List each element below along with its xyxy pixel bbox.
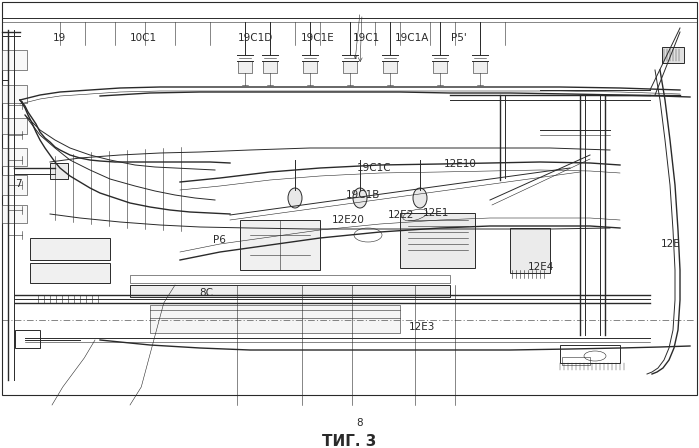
Bar bbox=[150, 305, 400, 333]
Bar bbox=[2, 175, 27, 195]
Bar bbox=[303, 61, 317, 73]
Text: 10C1: 10C1 bbox=[129, 33, 157, 43]
Bar bbox=[473, 61, 487, 73]
Bar bbox=[2, 205, 27, 223]
Bar bbox=[2, 85, 27, 103]
Text: 7: 7 bbox=[15, 179, 22, 189]
Bar bbox=[15, 330, 40, 348]
Text: 19C1D: 19C1D bbox=[238, 33, 273, 43]
Bar bbox=[263, 61, 277, 73]
Bar bbox=[130, 285, 450, 297]
Text: 12E: 12E bbox=[661, 239, 680, 249]
Text: P5': P5' bbox=[451, 33, 467, 43]
Bar bbox=[2, 118, 27, 134]
Bar bbox=[383, 61, 397, 73]
Text: 12E10: 12E10 bbox=[444, 159, 477, 168]
Text: 12E20: 12E20 bbox=[332, 215, 365, 224]
Text: 19: 19 bbox=[52, 33, 66, 43]
Text: ΤИГ. 3: ΤИГ. 3 bbox=[322, 434, 377, 448]
Text: 8: 8 bbox=[356, 418, 363, 428]
Text: 19C1: 19C1 bbox=[353, 33, 380, 43]
Text: 19C1B: 19C1B bbox=[346, 190, 380, 200]
Ellipse shape bbox=[353, 188, 367, 208]
Bar bbox=[400, 213, 475, 268]
Bar bbox=[2, 50, 27, 70]
Text: 19C1C: 19C1C bbox=[356, 163, 391, 173]
Bar bbox=[50, 163, 68, 179]
Bar bbox=[240, 220, 320, 270]
Text: 19C1A: 19C1A bbox=[395, 33, 429, 43]
Bar bbox=[2, 2, 697, 395]
Bar bbox=[2, 148, 27, 166]
Bar bbox=[560, 345, 620, 363]
Ellipse shape bbox=[288, 188, 302, 208]
Bar bbox=[562, 357, 590, 365]
Bar bbox=[30, 263, 110, 283]
Bar bbox=[30, 238, 110, 260]
Text: 12E3: 12E3 bbox=[409, 322, 435, 332]
Text: 12E1: 12E1 bbox=[423, 208, 449, 218]
Ellipse shape bbox=[413, 188, 427, 208]
Text: 19C1E: 19C1E bbox=[301, 33, 334, 43]
Bar bbox=[343, 61, 357, 73]
Bar bbox=[238, 61, 252, 73]
Bar bbox=[433, 61, 447, 73]
Text: 8C: 8C bbox=[199, 289, 213, 298]
Text: 12E2: 12E2 bbox=[388, 210, 415, 220]
Bar bbox=[662, 47, 684, 63]
Bar bbox=[130, 275, 450, 283]
Text: 12E4: 12E4 bbox=[528, 262, 554, 271]
Text: P6: P6 bbox=[213, 235, 226, 245]
Bar bbox=[510, 228, 550, 273]
